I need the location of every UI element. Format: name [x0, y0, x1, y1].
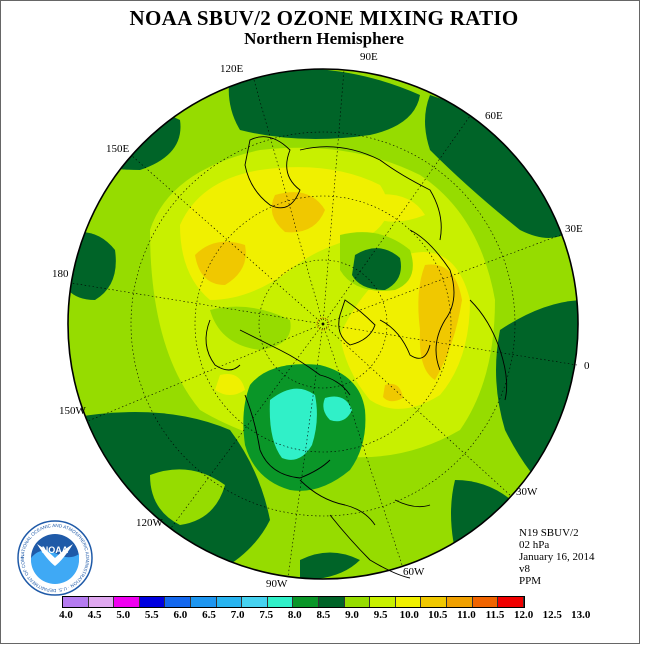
field-9-0-ne	[425, 95, 578, 238]
coast-scandinavia	[409, 229, 455, 371]
colorbar-swatch	[370, 597, 396, 607]
colorbar	[62, 596, 525, 608]
lon-label-150e: 150E	[106, 143, 130, 155]
coast-greenland	[338, 299, 376, 346]
coast-central-america	[329, 514, 411, 579]
field-11-0-west	[195, 241, 246, 285]
colorbar-tick-label: 8.5	[316, 609, 331, 621]
colorbar-swatch	[344, 597, 371, 607]
colorbar-swatch	[216, 597, 243, 607]
ozone-field	[68, 69, 578, 579]
colorbar-tick-label: 5.0	[116, 609, 131, 621]
field-11-0-small	[383, 383, 403, 402]
field-11-0-north	[271, 192, 325, 233]
colorbar-tick-label: 11.0	[457, 609, 476, 621]
colorbar-tick-label: 5.5	[144, 609, 159, 621]
colorbar-swatch	[318, 597, 345, 607]
field-9-0-arctic	[352, 248, 401, 290]
colorbar-tick-label: 10.0	[399, 609, 419, 621]
colorbar-ticks: 4.0 4.5 5.0 5.5 6.0 6.5 7.0 7.5 8.0 8.5 9.0 9.5 10.0…	[50, 609, 610, 623]
colorbar-swatch	[421, 597, 447, 607]
lon-label-90w: 90W	[266, 578, 288, 590]
colorbar-tick-label: 6.5	[202, 609, 216, 621]
coast-europe	[379, 319, 431, 359]
colorbar-tick-label: 12.0	[513, 609, 534, 621]
colorbar-tick-label: 8.0	[287, 609, 302, 621]
info-block: N19 SBUV/2 02 hPa January 16, 2014 v8 PP…	[519, 527, 594, 587]
colorbar-tick-label: 4.0	[59, 609, 73, 621]
colorbar-tick-label: 7.5	[259, 609, 274, 621]
colorbar-swatch	[114, 597, 140, 607]
field-9-5-interior	[210, 306, 291, 350]
field-11-0-europe	[418, 264, 462, 380]
colorbar-swatch	[63, 597, 89, 607]
map-border	[67, 68, 579, 580]
colorbar-tick-label: 13.0	[571, 609, 591, 621]
info-instrument: N19 SBUV/2	[519, 527, 579, 539]
field-8-0-labrador	[323, 396, 352, 422]
field-9-0-south	[300, 552, 360, 579]
coast-west-europe	[469, 299, 508, 401]
coast-usa	[244, 394, 331, 479]
coast-alaska	[205, 319, 241, 371]
coast-gulf	[299, 479, 376, 526]
colorbar-swatch	[165, 597, 191, 607]
lon-label-180: 180	[52, 268, 69, 280]
colorbar-swatch	[293, 597, 319, 607]
field-10-5-siberia	[370, 194, 425, 222]
colorbar-swatch	[498, 597, 524, 607]
field-9-5-sw-inlet	[150, 469, 225, 525]
lon-label-30w: 30W	[516, 486, 538, 498]
colorbar-swatch	[190, 597, 217, 607]
lon-label-0: 0	[584, 360, 590, 372]
logo-wave	[31, 550, 79, 584]
lon-label-120e: 120E	[220, 63, 244, 75]
lon-label-90e: 90E	[360, 51, 378, 63]
field-9-0-north	[228, 69, 420, 139]
noaa-logo: NATIONAL OCEANIC AND ATMOSPHERIC ADMINIS…	[17, 520, 93, 596]
colorbar-swatch	[395, 597, 422, 607]
page-subtitle: Northern Hemisphere	[244, 29, 404, 48]
info-date: January 16, 2014	[519, 551, 595, 563]
colorbar-tick-label: 7.0	[230, 609, 245, 621]
colorbar-swatch	[139, 597, 166, 607]
lon-label-120w: 120W	[136, 517, 163, 529]
pole-marker	[316, 317, 330, 331]
colorbar-tick-label: 10.5	[428, 609, 448, 621]
logo-bird-icon	[37, 544, 73, 566]
coast-siberia	[299, 146, 442, 241]
field-10-5-small	[215, 374, 245, 395]
colorbar-tick-label: 4.5	[87, 609, 102, 621]
coast-canada-arctic	[239, 329, 351, 396]
info-units: PPM	[519, 575, 542, 587]
page-title: NOAA SBUV/2 OZONE MIXING RATIO	[129, 6, 519, 30]
colorbar-swatch	[242, 597, 268, 607]
colorbar-swatch	[472, 597, 499, 607]
coast-caribbean	[394, 499, 431, 508]
lon-label-30e: 30E	[565, 223, 583, 235]
info-version: v8	[519, 563, 530, 575]
coastlines	[205, 136, 508, 579]
field-8-0-namerica	[269, 388, 317, 460]
colorbar-swatch	[446, 597, 473, 607]
lon-label-150w: 150W	[59, 405, 86, 417]
colorbar-swatch	[88, 597, 115, 607]
colorbar-tick-label: 9.0	[345, 609, 359, 621]
colorbar-swatch	[267, 597, 294, 607]
colorbar-tick-label: 12.5	[542, 609, 562, 621]
colorbar-tick-label: 6.0	[173, 609, 188, 621]
colorbar-tick-label: 9.5	[373, 609, 388, 621]
logo-text: NOAA	[42, 545, 69, 555]
colorbar-tick-label: 11.5	[485, 609, 505, 621]
info-pressure: 02 hPa	[519, 539, 550, 551]
lon-label-60w: 60W	[403, 566, 425, 578]
lon-label-60e: 60E	[485, 110, 503, 122]
coast-asia-east	[244, 136, 301, 209]
